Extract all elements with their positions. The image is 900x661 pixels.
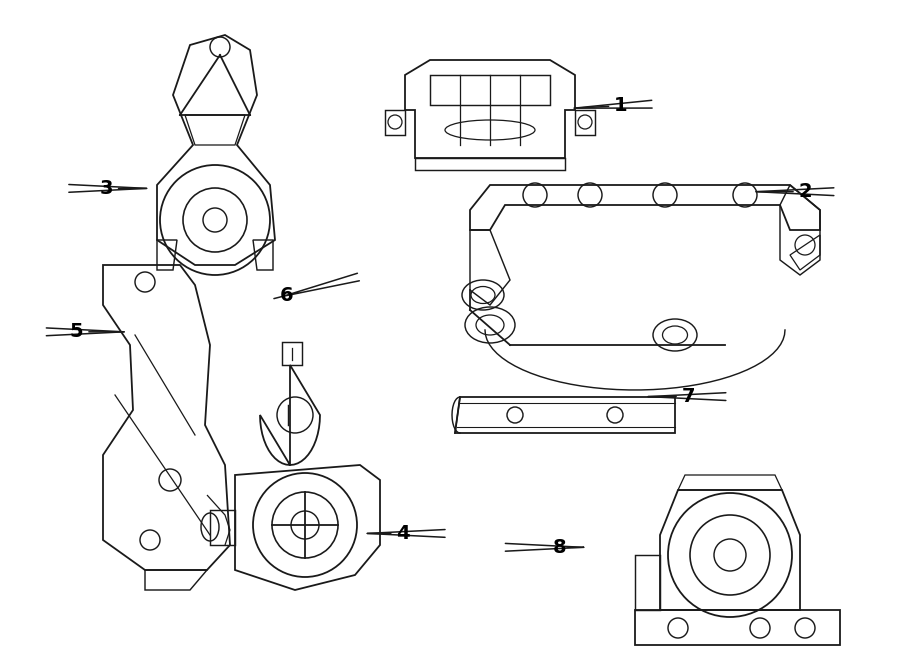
Text: 1: 1 bbox=[574, 97, 652, 115]
Text: 3: 3 bbox=[68, 179, 147, 198]
Text: 4: 4 bbox=[367, 524, 446, 543]
Text: 2: 2 bbox=[756, 182, 834, 201]
Text: 7: 7 bbox=[648, 387, 726, 406]
Text: 5: 5 bbox=[46, 323, 124, 341]
Text: 8: 8 bbox=[506, 538, 583, 557]
Text: 6: 6 bbox=[274, 273, 359, 305]
